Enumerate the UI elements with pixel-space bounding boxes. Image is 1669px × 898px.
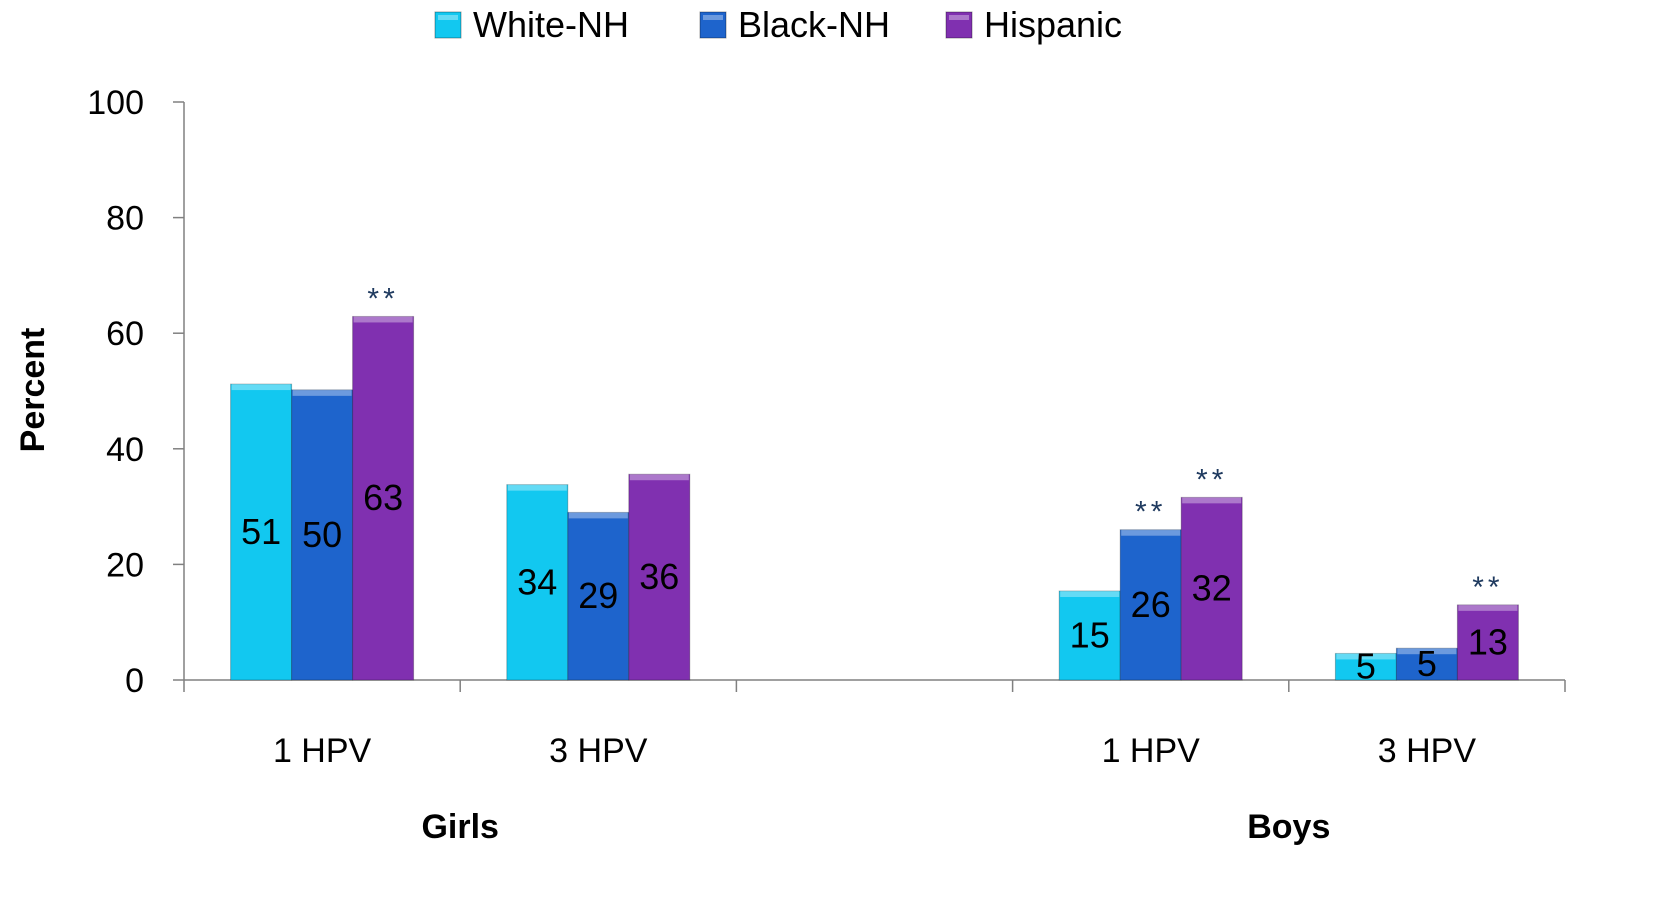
bar-highlight <box>292 389 352 396</box>
bar-highlight <box>1121 529 1181 536</box>
x-tick-label: 3 HPV <box>549 732 648 770</box>
legend-swatch <box>945 11 973 39</box>
bar <box>1334 652 1397 681</box>
bar-highlight <box>1182 497 1242 504</box>
bar <box>1058 590 1121 681</box>
group-labels: Girls Boys <box>421 808 1330 846</box>
bar <box>352 315 415 681</box>
y-tick-label: 80 <box>106 200 144 238</box>
bar-value-label: 5 <box>1417 643 1437 684</box>
bar-value-label: 26 <box>1131 584 1171 625</box>
bar-value-label: 34 <box>517 561 557 602</box>
annotations: ** ** ** ** <box>367 282 1503 604</box>
bar-highlight <box>1397 648 1457 655</box>
x-tick-label: 1 HPV <box>273 732 372 770</box>
bars <box>230 315 1519 681</box>
bar-highlight <box>507 484 567 491</box>
y-tick-label: 20 <box>106 546 144 584</box>
axes: 0 20 40 60 80 100 <box>87 84 1566 700</box>
y-axis-label: Percent <box>14 328 52 453</box>
bar-value-label: 32 <box>1192 568 1232 609</box>
bar <box>291 389 354 681</box>
bar-highlight <box>1060 590 1120 597</box>
bar <box>1119 529 1182 681</box>
bar-highlight <box>568 512 628 519</box>
legend-label: Hispanic <box>984 4 1122 45</box>
legend: White-NH Black-NH Hispanic <box>434 4 1122 45</box>
y-tick-label: 0 <box>125 662 144 700</box>
bar-value-label: 5 <box>1356 646 1376 687</box>
bar <box>567 511 630 681</box>
significance-marker: ** <box>367 282 398 315</box>
x-tick-label: 1 HPV <box>1102 732 1201 770</box>
bar <box>230 383 293 681</box>
bar <box>1180 496 1243 681</box>
significance-marker: ** <box>1196 463 1227 496</box>
x-tick-label: 3 HPV <box>1378 732 1477 770</box>
bar-value-label: 15 <box>1070 614 1110 655</box>
bar <box>1395 647 1458 681</box>
legend-swatch <box>699 11 727 39</box>
y-tick-label: 40 <box>106 431 144 469</box>
bar-value-label: 29 <box>578 575 618 616</box>
x-tick-labels: 1 HPV 3 HPV 1 HPV 3 HPV <box>273 732 1476 770</box>
y-tick-label: 100 <box>87 84 144 122</box>
group-label: Boys <box>1247 808 1330 846</box>
bar-value-label: 36 <box>639 556 679 597</box>
bar-highlight <box>353 316 413 323</box>
significance-marker: ** <box>1135 496 1166 529</box>
bar-value-label: 50 <box>302 514 342 555</box>
bar-labels: 51 50 63 34 29 36 15 26 32 5 5 13 <box>241 477 1508 686</box>
bar-value-label: 51 <box>241 511 281 552</box>
bar-value-label: 63 <box>363 477 403 518</box>
bar-value-label: 13 <box>1468 621 1508 662</box>
bar-highlight <box>1458 604 1518 611</box>
bar <box>1456 604 1519 681</box>
legend-swatch-highlight <box>949 15 969 20</box>
legend-swatch-highlight <box>438 15 458 20</box>
bar-highlight <box>231 384 291 391</box>
significance-marker: ** <box>1472 571 1503 604</box>
bar-highlight <box>1336 653 1396 660</box>
y-tick-label: 60 <box>106 315 144 353</box>
legend-label: White-NH <box>473 4 629 45</box>
legend-swatch <box>434 11 462 39</box>
legend-label: Black-NH <box>738 4 890 45</box>
legend-swatch-highlight <box>703 15 723 20</box>
bar <box>628 473 691 681</box>
bar-highlight <box>629 474 689 481</box>
group-label: Girls <box>421 808 498 846</box>
